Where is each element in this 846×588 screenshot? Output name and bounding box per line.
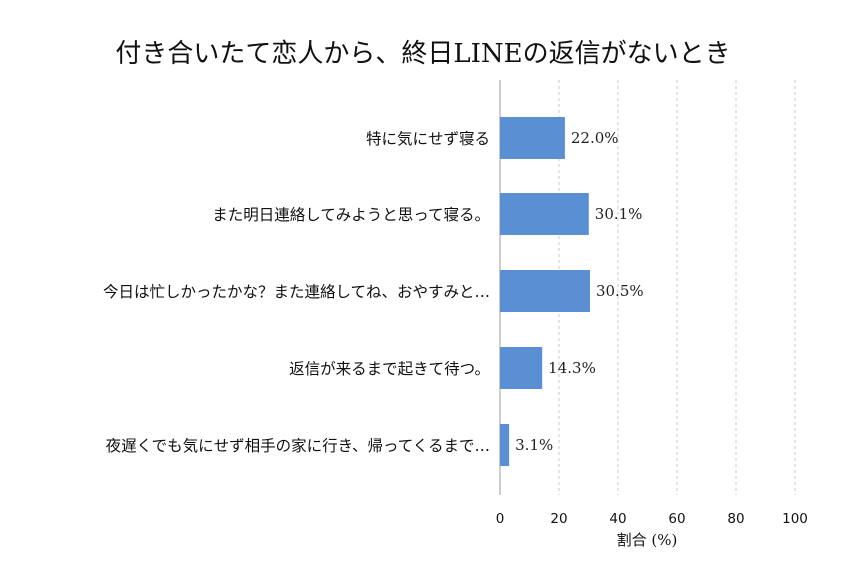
category-labels: 特に気にせず寝るまた明日連絡してみようと思って寝る。今日は忙しかったかな？また連… — [103, 129, 490, 455]
category-label: 特に気にせず寝る — [366, 129, 490, 148]
x-tick-label: 80 — [727, 511, 744, 527]
bars — [500, 117, 590, 466]
data-label: 22.0% — [571, 129, 619, 147]
category-label: 返信が来るまで起きて待つ。 — [289, 360, 490, 378]
x-tick-label: 0 — [496, 511, 505, 527]
category-label: 夜遅くでも気にせず相手の家に行き、帰ってくるまで… — [106, 437, 490, 455]
value-labels: 22.0% 30.1% 30.5% 14.3% 3.1% — [515, 129, 643, 454]
x-tick-label: 20 — [550, 511, 567, 527]
bar — [500, 270, 590, 312]
x-tick-label: 60 — [668, 511, 685, 527]
x-tick-label: 100 — [782, 511, 808, 527]
x-axis-title: 割合 (%) — [617, 531, 678, 549]
data-label: 30.1% — [595, 205, 643, 223]
chart-title: 付き合いたて恋人から、終日LINEの返信がないとき — [115, 39, 730, 69]
data-label: 3.1% — [515, 436, 553, 454]
bar — [500, 193, 589, 235]
x-tick-label: 40 — [609, 511, 626, 527]
data-label: 30.5% — [596, 282, 644, 300]
category-label: 今日は忙しかったかな？また連絡してね、おやすみと… — [103, 283, 490, 301]
category-label: また明日連絡してみようと思って寝る。 — [212, 205, 490, 224]
bar — [500, 117, 565, 159]
bar — [500, 424, 510, 466]
bar — [500, 347, 543, 389]
data-label: 14.3% — [548, 359, 596, 377]
x-axis-ticks: 0 20 40 60 80 100 — [496, 511, 808, 527]
